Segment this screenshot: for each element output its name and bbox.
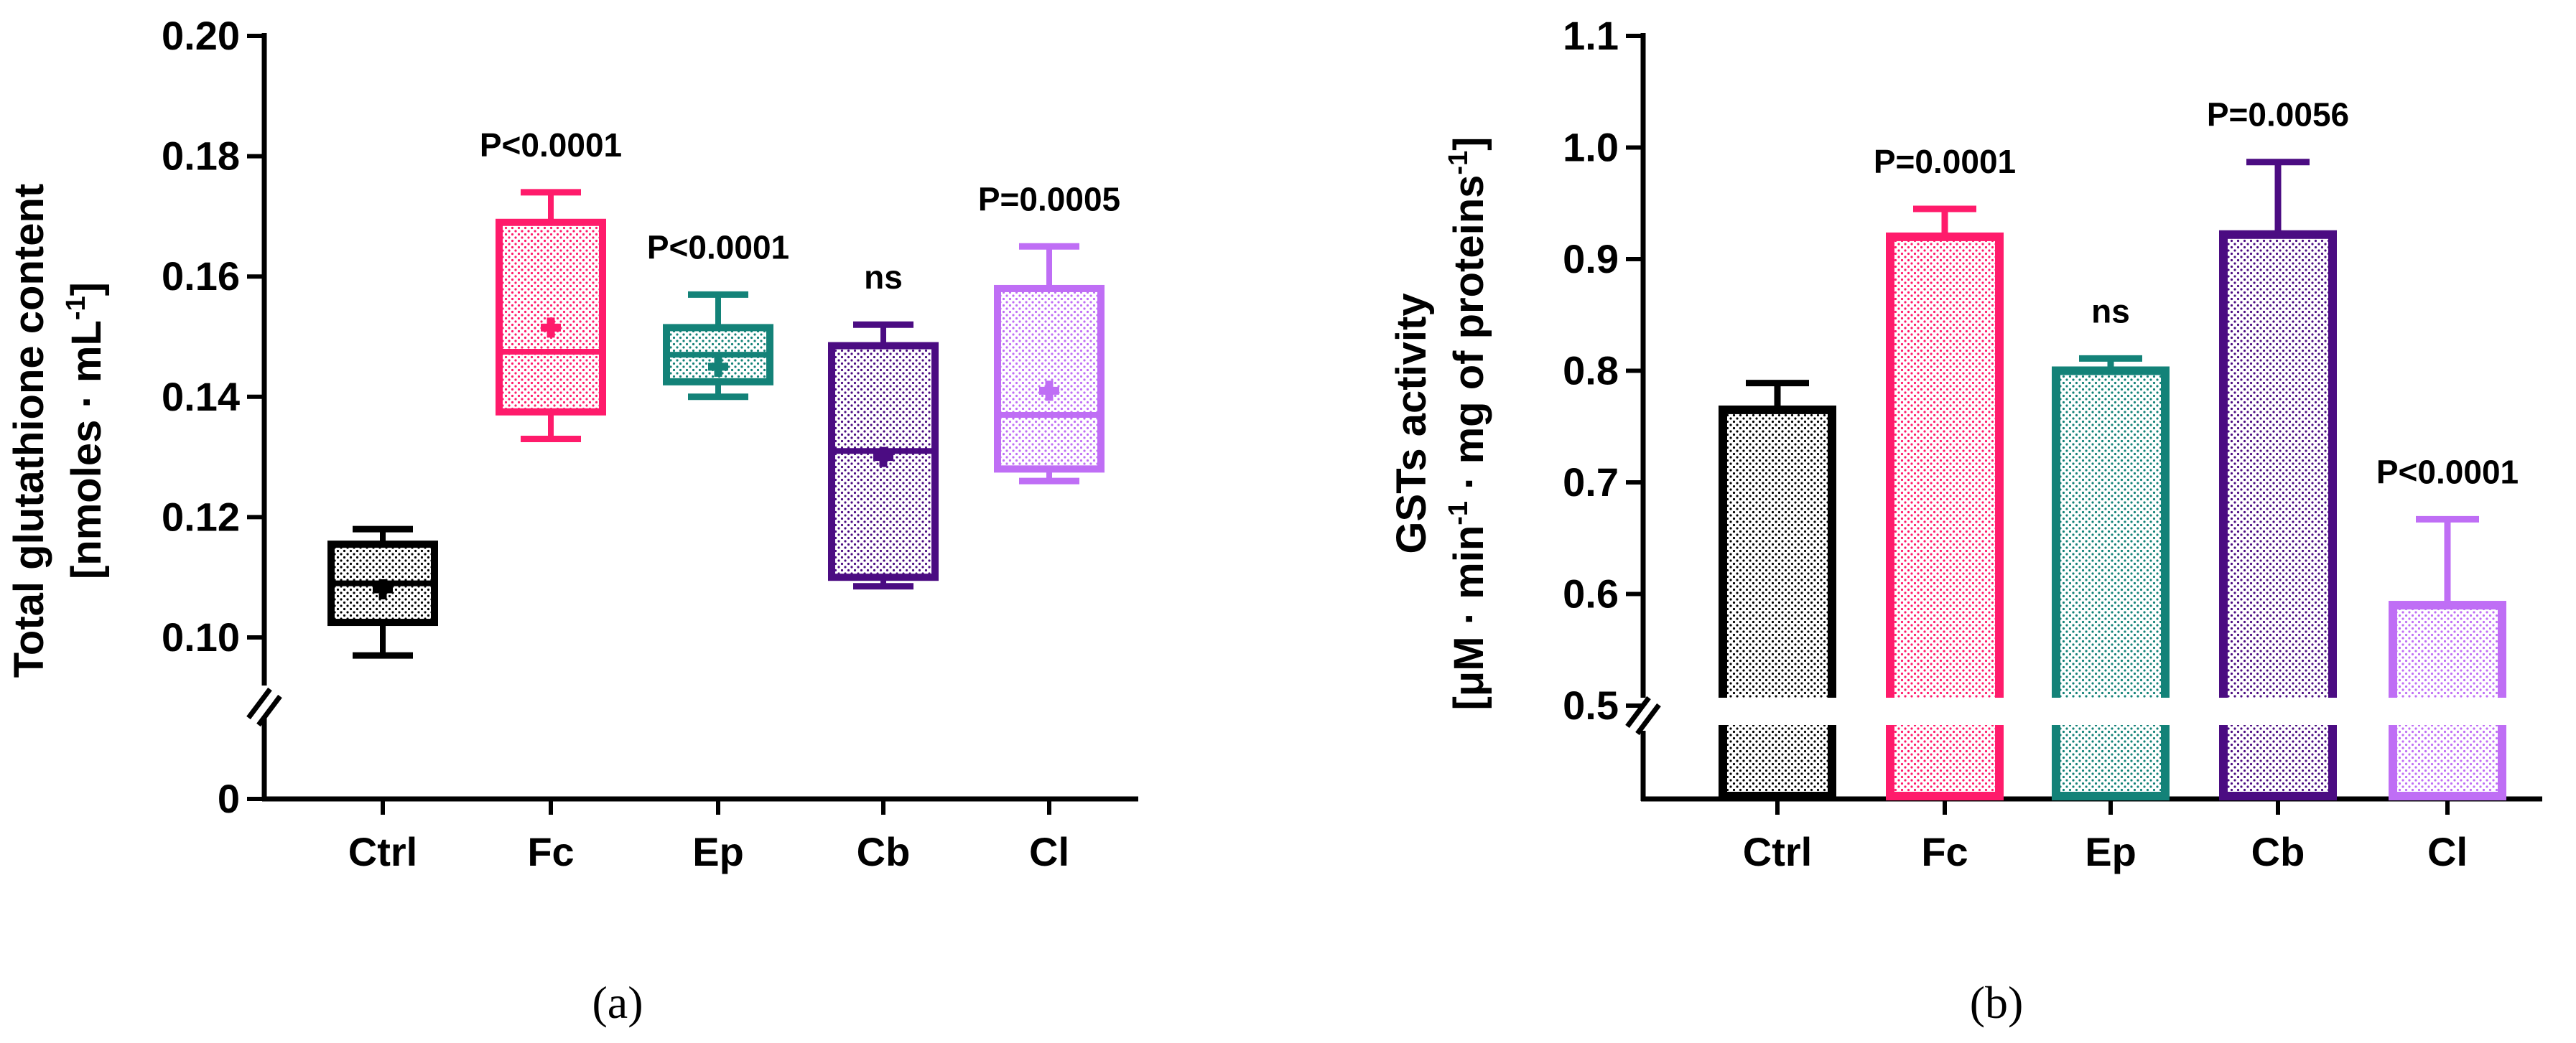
box-iqr: [994, 284, 1105, 473]
panel-a-y-tick-label: 0.18: [162, 134, 240, 179]
panel-a-ylabel-line2: [nmoles · mL-1]: [61, 282, 110, 579]
panel-b-ylabel-line2: [μM · min-1 · mg of proteins-1]: [1443, 136, 1492, 710]
panel-a-category-fc: Fc: [527, 829, 574, 874]
panel-a-label: (a): [592, 977, 643, 1028]
panel-a-y-tick-label: 0.16: [162, 253, 240, 299]
panel-a-annotation-ep: P<0.0001: [647, 228, 789, 266]
panel-a-category-ctrl: Ctrl: [348, 829, 417, 874]
bar-body: [2052, 366, 2170, 800]
box-ep: [663, 291, 773, 401]
panel-b-axis-break-mark: [1625, 696, 1651, 729]
panel-a-y-tick-label: 0: [218, 776, 240, 821]
panel-b-category-ep: Ep: [2085, 829, 2136, 874]
panel-a-y-tick-label: 0.14: [162, 374, 240, 419]
panel-b-annotation-cb: P=0.0056: [2207, 96, 2349, 134]
panel-a-category-ep: Ep: [692, 829, 744, 874]
bar-ep: [2049, 355, 2172, 800]
panel-b-category-fc: Fc: [1921, 829, 1968, 874]
panel-a-axis-break-mark: [246, 687, 272, 720]
panel-b-bars: [1716, 159, 2509, 801]
panel-b-category-labels: Ctrl Fc Ep Cb Cl: [1743, 829, 2468, 874]
panel-a-annotation-cl: P=0.0005: [978, 180, 1120, 218]
panel-a-boxes: [327, 189, 1105, 659]
bar-cl: [2386, 515, 2509, 800]
mean-marker: [1039, 380, 1059, 401]
panel-b-axis-break-mark: [1635, 703, 1661, 736]
panel-a-category-labels: Ctrl Fc Ep Cb Cl: [348, 829, 1069, 874]
panel-a-y-tick-label: 0.10: [162, 614, 240, 660]
panel-b-y-ticks: 1.1 1.0 0.9 0.8 0.7 0.6 0.5: [1563, 13, 1643, 728]
box-cl: [994, 243, 1105, 485]
panel-b-annotations: P=0.0001 ns P=0.0056 P<0.0001: [1874, 96, 2519, 491]
panel-a-axis-break-mark: [256, 694, 282, 727]
panel-b-y-tick-label: 1.0: [1563, 125, 1619, 170]
panel-b-bar-chart: 1.1 1.0 0.9 0.8 0.7 0.6 0.5 Ctrl Fc Ep Cb Cl P=0.0…: [1388, 13, 2542, 1028]
bar-axis-break-gap: [1716, 698, 1839, 725]
bar-axis-break-gap: [2216, 698, 2340, 725]
box-ctrl: [327, 525, 438, 659]
panel-b-y-tick-label: 1.1: [1563, 13, 1619, 58]
box-fc: [496, 189, 606, 442]
bar-axis-break-gap: [2386, 698, 2509, 725]
panel-b-category-cl: Cl: [2427, 829, 2468, 874]
panel-a-annotations: P<0.0001 P<0.0001 ns P=0.0005: [480, 126, 1120, 296]
mean-marker: [873, 446, 893, 467]
bar-axis-break-gap: [1883, 698, 2007, 725]
panel-a-y-tick-label: 0.20: [162, 13, 240, 58]
panel-b-y-tick-label: 0.5: [1563, 683, 1619, 728]
panel-a-axes: [246, 33, 1138, 815]
panel-a-box-chart: 0.20 0.18 0.16 0.14 0.12 0.10 0 Ctrl Fc Ep Cb Cl P…: [6, 13, 1138, 1028]
panel-b-label: (b): [1970, 977, 2024, 1028]
mean-marker: [708, 356, 728, 377]
bar-fc: [1883, 205, 2007, 800]
panel-a-y-tick-label: 0.12: [162, 494, 240, 539]
panel-b-y-tick-label: 0.6: [1563, 571, 1619, 617]
panel-a-ylabel-line1: Total glutathione content: [6, 184, 52, 678]
bar-body: [1719, 405, 1836, 800]
panel-a-y-ticks: 0.20 0.18 0.16 0.14 0.12 0.10 0: [162, 13, 264, 821]
panel-b-ylabel-line1: GSTs activity: [1388, 293, 1435, 553]
panel-b-category-ctrl: Ctrl: [1743, 829, 1812, 874]
bar-cb: [2216, 159, 2340, 801]
panel-a-annotation-cb: ns: [864, 258, 903, 296]
bar-axis-break-gap: [2049, 698, 2172, 725]
box-iqr: [496, 218, 606, 416]
panel-a-annotation-fc: P<0.0001: [480, 126, 622, 164]
panel-b-category-cb: Cb: [2251, 829, 2305, 874]
panel-b-y-tick-label: 0.9: [1563, 236, 1619, 281]
panel-b-annotation-cl: P<0.0001: [2376, 453, 2519, 490]
panel-a-category-cl: Cl: [1029, 829, 1069, 874]
panel-b-annotation-ep: ns: [2091, 292, 2130, 329]
mean-marker: [541, 317, 561, 338]
panel-a-category-cb: Cb: [857, 829, 911, 874]
panel-b-y-tick-label: 0.8: [1563, 348, 1619, 393]
mean-marker: [373, 579, 393, 599]
bar-ctrl: [1716, 380, 1839, 800]
panel-b-y-tick-label: 0.7: [1563, 459, 1619, 505]
panel-b-annotation-fc: P=0.0001: [1874, 143, 2016, 180]
box-cb: [828, 321, 939, 590]
